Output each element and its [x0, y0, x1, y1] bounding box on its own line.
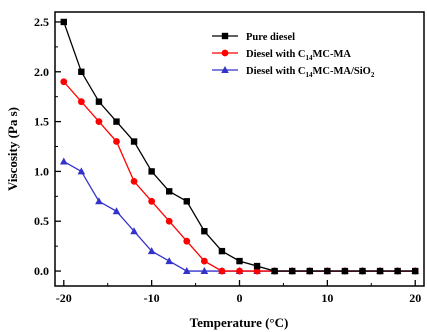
data-point — [148, 197, 156, 205]
data-point — [324, 267, 331, 275]
axis-ticks: -20 -10 0 10 20 0.0 0.5 1.0 1.5 2.0 2.5 — [34, 15, 421, 305]
series-1 — [60, 18, 419, 275]
data-point — [183, 198, 190, 205]
series-line — [63, 81, 416, 272]
data-point — [201, 228, 208, 235]
data-point — [60, 78, 68, 86]
data-point — [394, 267, 401, 275]
data-point — [271, 267, 278, 275]
data-point — [130, 138, 138, 145]
legend-marker — [221, 49, 229, 57]
data-point — [182, 267, 191, 275]
legend-marker — [221, 32, 229, 40]
data-point — [359, 267, 366, 275]
data-point — [113, 138, 120, 145]
x-tick-label: -10 — [144, 291, 160, 305]
data-point — [95, 98, 103, 105]
series-layer — [59, 18, 420, 275]
data-point — [183, 237, 191, 245]
data-point — [77, 167, 86, 175]
data-point — [130, 227, 138, 235]
data-point — [200, 267, 209, 275]
legend-label: Diesel with C14MC-MA/SiO2 — [246, 66, 375, 79]
legend-item: Diesel with C14MC-MA — [212, 49, 351, 62]
y-tick-label: 1.5 — [34, 115, 49, 129]
data-point — [77, 98, 85, 106]
data-point — [289, 267, 296, 275]
data-point — [236, 267, 243, 275]
series-3 — [59, 157, 420, 275]
data-point — [165, 217, 173, 225]
data-point — [113, 118, 120, 125]
data-point — [376, 267, 384, 275]
data-point — [112, 207, 121, 215]
data-point — [236, 257, 243, 265]
data-point — [218, 247, 226, 255]
series-line — [63, 160, 416, 272]
data-point — [59, 157, 68, 165]
legend-item: Diesel with C14MC-MA/SiO2 — [212, 66, 375, 79]
x-tick-label: 20 — [409, 291, 421, 305]
y-axis-title: Viscosity (Pa s) — [5, 107, 20, 191]
data-point — [78, 68, 85, 75]
y-tick-label: 0.5 — [34, 214, 49, 228]
legend-label: Diesel with C14MC-MA — [246, 49, 351, 62]
y-tick-label: 2.5 — [34, 15, 49, 29]
data-point — [218, 267, 226, 275]
data-point — [95, 118, 103, 125]
legend: Pure diesel Diesel with C14MC-MA Diesel wi… — [212, 32, 375, 79]
plot-frame — [54, 11, 425, 287]
series-2 — [60, 78, 419, 275]
data-point — [95, 197, 103, 205]
x-tick-label: 0 — [237, 291, 243, 305]
series-line — [63, 21, 416, 272]
data-point — [166, 188, 173, 195]
data-point — [412, 267, 419, 275]
y-tick-label: 2.0 — [34, 65, 49, 79]
y-tick-label: 1.0 — [34, 164, 49, 178]
data-point — [200, 257, 208, 265]
legend-label: Pure diesel — [246, 32, 295, 43]
data-point — [253, 267, 261, 275]
x-tick-label: 10 — [321, 291, 333, 305]
legend-marker — [221, 66, 229, 73]
y-tick-label: 0.0 — [34, 264, 49, 278]
data-point — [148, 168, 155, 175]
data-point — [306, 267, 313, 275]
data-point — [341, 267, 349, 275]
x-tick-label: -20 — [56, 291, 72, 305]
data-point — [60, 18, 67, 26]
data-point — [253, 262, 261, 270]
data-point — [165, 257, 174, 265]
data-point — [130, 177, 138, 185]
data-point — [147, 247, 156, 255]
x-axis-title: Temperature (°C) — [190, 315, 289, 330]
legend-item: Pure diesel — [212, 32, 295, 43]
